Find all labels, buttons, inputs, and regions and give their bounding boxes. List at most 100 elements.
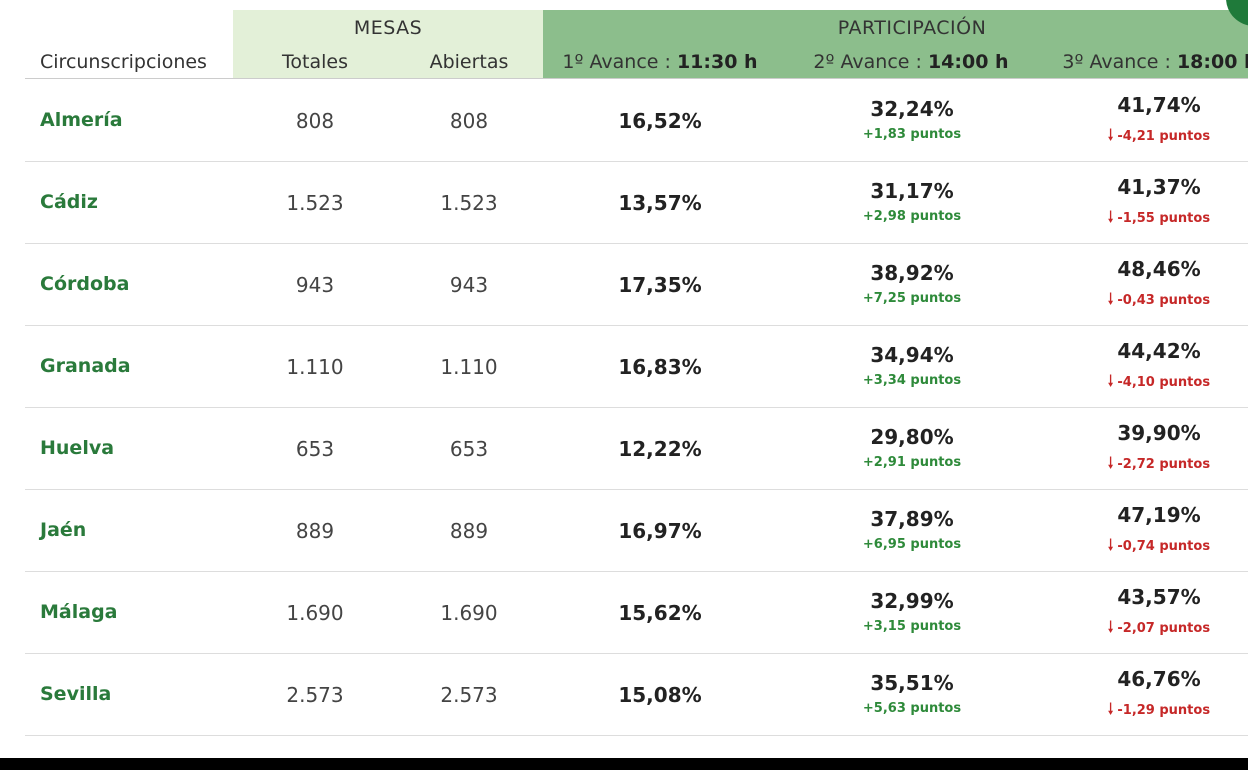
province-name[interactable]: Granada [40, 355, 131, 377]
avance2-delta: +5,63 puntos [862, 701, 962, 716]
avance1-column-header: 1º Avance : 11:30 h [550, 51, 770, 73]
participacion-group-header: PARTICIPACIÓN [837, 17, 987, 39]
avance3-delta-text: -2,72 puntos [1117, 457, 1211, 472]
avance3-delta-text: -4,21 puntos [1117, 129, 1211, 144]
bottom-bar [0, 758, 1248, 770]
avance1-value: 15,08% [618, 683, 702, 707]
avance1-time: 11:30 h [676, 51, 758, 73]
mesas-totales: 808 [295, 109, 335, 133]
table-row-huelva: Huelva 653 653 12,22% 29,80% +2,91 punto… [25, 407, 1248, 490]
mesas-group-header: MESAS [353, 17, 423, 39]
avance2-value: 29,80% [870, 425, 954, 449]
avance3-value: 47,19% [1117, 503, 1201, 527]
avance3-time: 18:00 h [1176, 51, 1248, 73]
avance3-delta: 🠓 -2,72 puntos [1089, 453, 1229, 478]
avance3-value: 48,46% [1117, 257, 1201, 281]
header-divider [25, 78, 1248, 79]
mesas-totales: 889 [295, 519, 335, 543]
avance3-column-header: 3º Avance : 18:00 h [1050, 51, 1248, 73]
avance3-delta-text: -2,07 puntos [1117, 621, 1211, 636]
mesas-header-band [233, 10, 543, 78]
table-row-cadiz: Cádiz 1.523 1.523 13,57% 31,17% +2,98 pu… [25, 161, 1248, 244]
avance2-delta: +2,98 puntos [862, 209, 962, 224]
avance2-delta: +3,34 puntos [862, 373, 962, 388]
arrow-down-icon: 🠓 [1107, 126, 1114, 144]
province-name[interactable]: Málaga [40, 601, 118, 623]
circunscripciones-column-header: Circunscripciones [40, 51, 207, 73]
avance3-value: 41,74% [1117, 93, 1201, 117]
avance2-value: 32,99% [870, 589, 954, 613]
avance3-delta: 🠓 -4,21 puntos [1089, 125, 1229, 150]
province-name[interactable]: Jaén [40, 519, 87, 541]
avance2-prefix: 2º Avance : [813, 51, 928, 73]
avance2-value: 35,51% [870, 671, 954, 695]
mesas-totales: 1.690 [286, 601, 344, 625]
table-row-cordoba: Córdoba 943 943 17,35% 38,92% +7,25 punt… [25, 243, 1248, 326]
avance3-delta: 🠓 -1,29 puntos [1089, 699, 1229, 724]
arrow-down-icon: 🠓 [1107, 208, 1114, 226]
avance3-prefix: 3º Avance : [1062, 51, 1177, 73]
province-name[interactable]: Cádiz [40, 191, 98, 213]
avance1-value: 16,97% [618, 519, 702, 543]
province-name[interactable]: Almería [40, 109, 123, 131]
table-row-sevilla: Sevilla 2.573 2.573 15,08% 35,51% +5,63 … [25, 653, 1248, 736]
avance3-delta-text: -1,55 puntos [1117, 211, 1211, 226]
avance2-delta: +2,91 puntos [862, 455, 962, 470]
table-row-granada: Granada 1.110 1.110 16,83% 34,94% +3,34 … [25, 325, 1248, 408]
mesas-abiertas: 653 [449, 437, 489, 461]
totales-column-header: Totales [282, 51, 348, 73]
avance2-delta: +7,25 puntos [862, 291, 962, 306]
avance1-prefix: 1º Avance : [562, 51, 677, 73]
avance2-column-header: 2º Avance : 14:00 h [801, 51, 1021, 73]
avance2-value: 31,17% [870, 179, 954, 203]
avance2-value: 37,89% [870, 507, 954, 531]
province-name[interactable]: Córdoba [40, 273, 130, 295]
mesas-abiertas: 808 [449, 109, 489, 133]
arrow-down-icon: 🠓 [1107, 290, 1114, 308]
avance3-value: 41,37% [1117, 175, 1201, 199]
avance3-value: 39,90% [1117, 421, 1201, 445]
avance2-value: 32,24% [870, 97, 954, 121]
arrow-down-icon: 🠓 [1107, 618, 1114, 636]
avance3-delta: 🠓 -1,55 puntos [1089, 207, 1229, 232]
table-row-jaen: Jaén 889 889 16,97% 37,89% +6,95 puntos … [25, 489, 1248, 572]
arrow-down-icon: 🠓 [1107, 700, 1114, 718]
avance1-value: 12,22% [618, 437, 702, 461]
avance3-delta-text: -0,74 puntos [1117, 539, 1211, 554]
avance2-delta: +1,83 puntos [862, 127, 962, 142]
mesas-totales: 653 [295, 437, 335, 461]
mesas-abiertas: 943 [449, 273, 489, 297]
avance3-delta: 🠓 -0,43 puntos [1089, 289, 1229, 314]
province-name[interactable]: Sevilla [40, 683, 112, 705]
arrow-down-icon: 🠓 [1107, 372, 1114, 390]
avance3-delta: 🠓 -4,10 puntos [1089, 371, 1229, 396]
avance2-value: 34,94% [870, 343, 954, 367]
avance3-value: 43,57% [1117, 585, 1201, 609]
avance2-delta: +3,15 puntos [862, 619, 962, 634]
avance3-value: 44,42% [1117, 339, 1201, 363]
mesas-abiertas: 1.523 [440, 191, 498, 215]
avance3-value: 46,76% [1117, 667, 1201, 691]
avance1-value: 16,83% [618, 355, 702, 379]
avance2-delta: +6,95 puntos [862, 537, 962, 552]
avance2-value: 38,92% [870, 261, 954, 285]
avance2-time: 14:00 h [927, 51, 1009, 73]
mesas-totales: 1.110 [286, 355, 344, 379]
province-name[interactable]: Huelva [40, 437, 115, 459]
avance1-value: 17,35% [618, 273, 702, 297]
avance3-delta-text: -4,10 puntos [1117, 375, 1211, 390]
avance1-value: 13,57% [618, 191, 702, 215]
mesas-abiertas: 1.110 [440, 355, 498, 379]
mesas-abiertas: 889 [449, 519, 489, 543]
mesas-totales: 1.523 [286, 191, 344, 215]
mesas-abiertas: 1.690 [440, 601, 498, 625]
mesas-totales: 943 [295, 273, 335, 297]
table-row-malaga: Málaga 1.690 1.690 15,62% 32,99% +3,15 p… [25, 571, 1248, 654]
mesas-totales: 2.573 [286, 683, 344, 707]
avance3-delta: 🠓 -0,74 puntos [1089, 535, 1229, 560]
participacion-header-band [543, 10, 1248, 78]
avance1-value: 16,52% [618, 109, 702, 133]
avance3-delta: 🠓 -2,07 puntos [1089, 617, 1229, 642]
avance3-delta-text: -0,43 puntos [1117, 293, 1211, 308]
abiertas-column-header: Abiertas [429, 51, 509, 73]
